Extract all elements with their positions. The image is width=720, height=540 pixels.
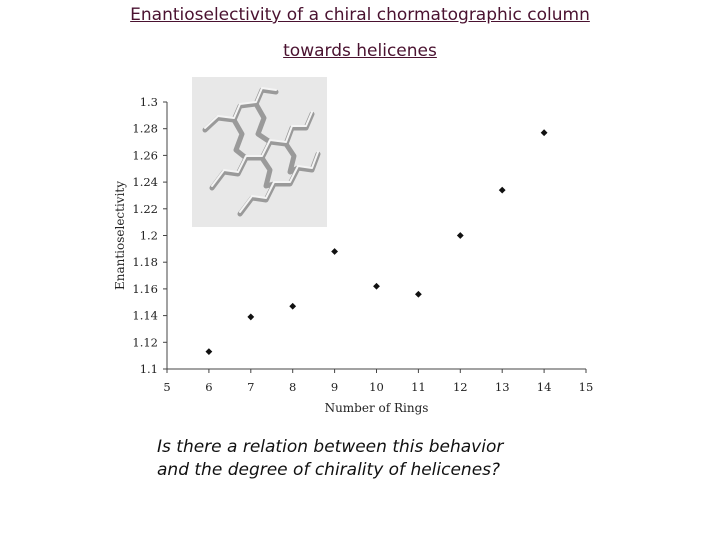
x-tick-label: 8 (289, 380, 296, 394)
y-tick-label: 1.1 (140, 362, 158, 376)
x-tick-label: 12 (453, 380, 468, 394)
y-tick-label: 1.22 (132, 202, 158, 216)
y-axis-title: Enantioselectivity (113, 181, 127, 290)
x-tick-label: 14 (537, 380, 552, 394)
data-point (247, 313, 255, 321)
y-tick-label: 1.16 (132, 282, 158, 296)
data-point (498, 186, 506, 194)
x-tick-label: 7 (247, 380, 254, 394)
data-point (331, 248, 338, 255)
x-tick-label: 15 (579, 380, 594, 394)
x-tick-label: 10 (369, 380, 384, 394)
chart-title-line-1: Enantioselectivity of a chiral chormatog… (130, 5, 590, 25)
x-tick-label: 11 (411, 380, 426, 394)
helicene-molecule-icon (192, 77, 327, 227)
y-tick-label: 1.18 (132, 255, 158, 269)
y-tick-label: 1.24 (132, 175, 158, 189)
y-tick-label: 1.2 (140, 229, 158, 243)
y-tick-label: 1.26 (132, 148, 158, 162)
y-tick-label: 1.3 (140, 95, 158, 109)
question-line-1: Is there a relation between this behavio… (157, 437, 504, 457)
chart-axes: 1.1 1.12 1.14 1.16 1.18 1.2 1.22 1.24 1.26 1.28 1.… (132, 95, 593, 394)
y-tick-label: 1.14 (132, 309, 158, 323)
x-tick-label: 6 (205, 380, 212, 394)
question-line-2: and the degree of chirality of helicenes… (157, 460, 501, 480)
chart-title-line-2: towards helicenes (283, 41, 437, 61)
y-tick-label: 1.28 (132, 122, 158, 136)
x-tick-label: 9 (331, 380, 338, 394)
data-point (205, 348, 213, 356)
x-axis-title: Number of Rings (325, 401, 429, 415)
question-text: Is there a relation between this behavio… (157, 436, 677, 482)
chart-data-points (205, 129, 548, 356)
data-point (456, 232, 464, 239)
x-tick-label: 5 (163, 380, 170, 394)
data-point (289, 302, 297, 310)
data-point (540, 129, 548, 137)
y-tick-label: 1.12 (132, 335, 158, 349)
data-point (415, 290, 422, 298)
data-point (373, 282, 380, 290)
x-tick-label: 13 (495, 380, 510, 394)
